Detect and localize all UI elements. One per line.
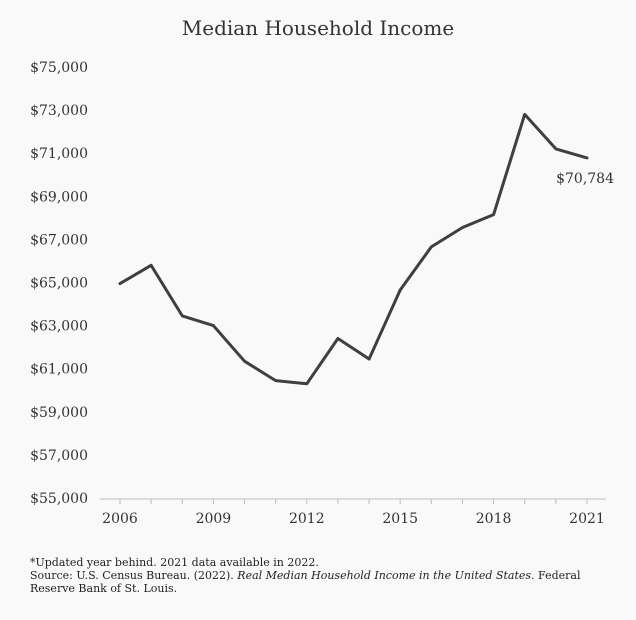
footnote-update-note: *Updated year behind. 2021 data availabl… — [30, 556, 319, 569]
y-tick-label: $71,000 — [30, 146, 88, 162]
y-tick-label: $73,000 — [30, 103, 88, 119]
y-tick-label: $61,000 — [30, 362, 88, 378]
y-tick-label: $63,000 — [30, 319, 88, 335]
source-title: Real Median Household Income in the Unit… — [237, 569, 532, 582]
line-chart: $55,000 $57,000 $59,000 $61,000 $63,000 $65,0… — [30, 60, 614, 527]
y-tick-label: $75,000 — [30, 60, 88, 76]
x-tick-label: 2009 — [196, 511, 232, 527]
y-tick-label: $67,000 — [30, 232, 88, 248]
x-tick-label: 2012 — [289, 511, 325, 527]
footnotes: *Updated year behind. 2021 data availabl… — [30, 556, 620, 595]
y-tick-label: $57,000 — [30, 448, 88, 464]
y-axis: $55,000 $57,000 $59,000 $61,000 $63,000 $65,0… — [30, 60, 88, 507]
end-value-label: $70,784 — [556, 171, 614, 187]
y-tick-label: $59,000 — [30, 405, 88, 421]
x-axis: 2006 2009 2012 2015 2018 2021 — [100, 498, 606, 527]
chart-title: Median Household Income — [181, 16, 455, 40]
y-tick-label: $69,000 — [30, 189, 88, 205]
y-tick-label: $55,000 — [30, 491, 88, 507]
x-tick-label: 2006 — [102, 511, 138, 527]
series-line — [118, 112, 589, 386]
source-prefix: Source: U.S. Census Bureau. (2022). — [30, 569, 238, 582]
source-suffix: . Federal Reserve Bank of St. Louis. — [30, 569, 581, 595]
x-tick-label: 2015 — [382, 511, 418, 527]
series-area: $70,784 — [118, 112, 614, 386]
x-tick-label: 2018 — [476, 511, 512, 527]
footnote-source: Source: U.S. Census Bureau. (2022). Real… — [30, 569, 620, 595]
x-tick-label: 2021 — [569, 511, 605, 527]
y-tick-label: $65,000 — [30, 276, 88, 292]
